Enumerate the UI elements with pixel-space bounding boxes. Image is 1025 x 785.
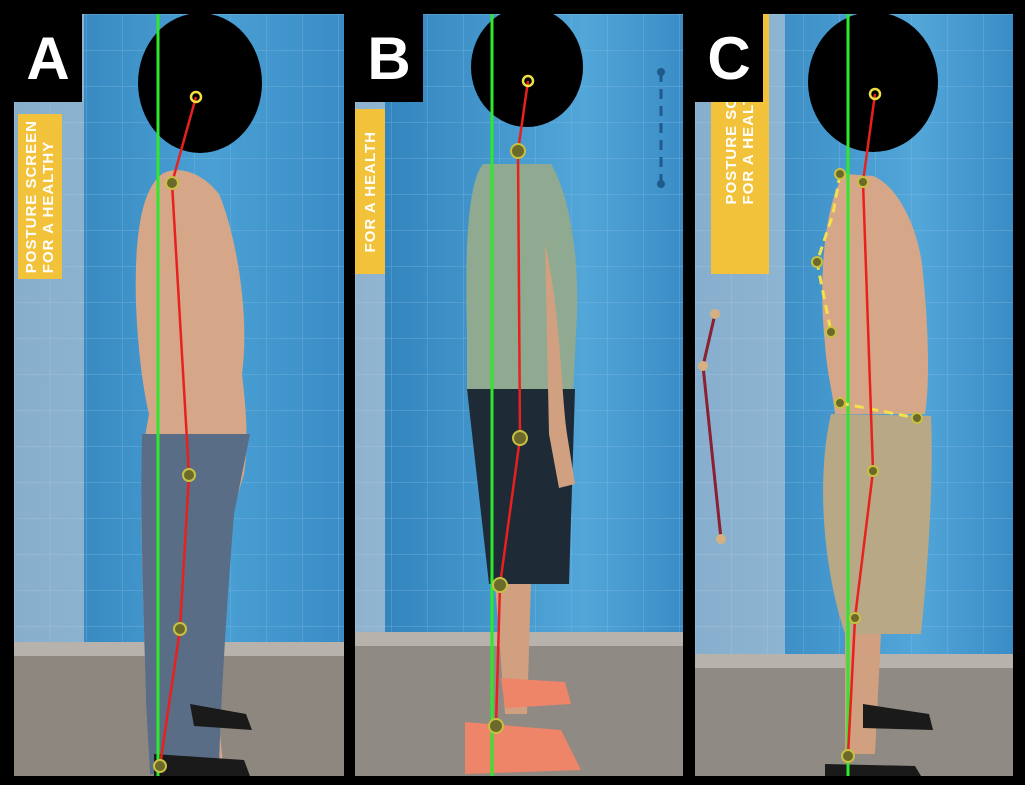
panel-b-photo: [355, 14, 683, 776]
posture-banner: FOR A HEALTH: [355, 109, 385, 274]
landmark-markers: [811, 87, 923, 763]
head-mask: [471, 14, 583, 127]
panel-a: POSTURE SCREEN FOR A HEALTHY A: [14, 14, 344, 776]
pelvic-tilt-line: [839, 401, 918, 420]
panel-label-b: B: [355, 14, 423, 102]
posture-banner: POSTURE SCREEN FOR A HEALTHY: [18, 114, 62, 279]
thoracic-curve-line: [815, 173, 842, 333]
panel-label-c: C: [695, 14, 763, 102]
head-mask: [138, 14, 262, 153]
landmark-markers: [488, 74, 535, 734]
landmark-markers: [153, 90, 203, 773]
panel-label-a: A: [14, 14, 82, 102]
head-mask: [808, 14, 938, 152]
panel-c: POSTURE SCR FOR A HEALTH C: [695, 14, 1013, 776]
panel-a-photo: [14, 14, 344, 776]
panel-b: FOR A HEALTH B: [355, 14, 683, 776]
